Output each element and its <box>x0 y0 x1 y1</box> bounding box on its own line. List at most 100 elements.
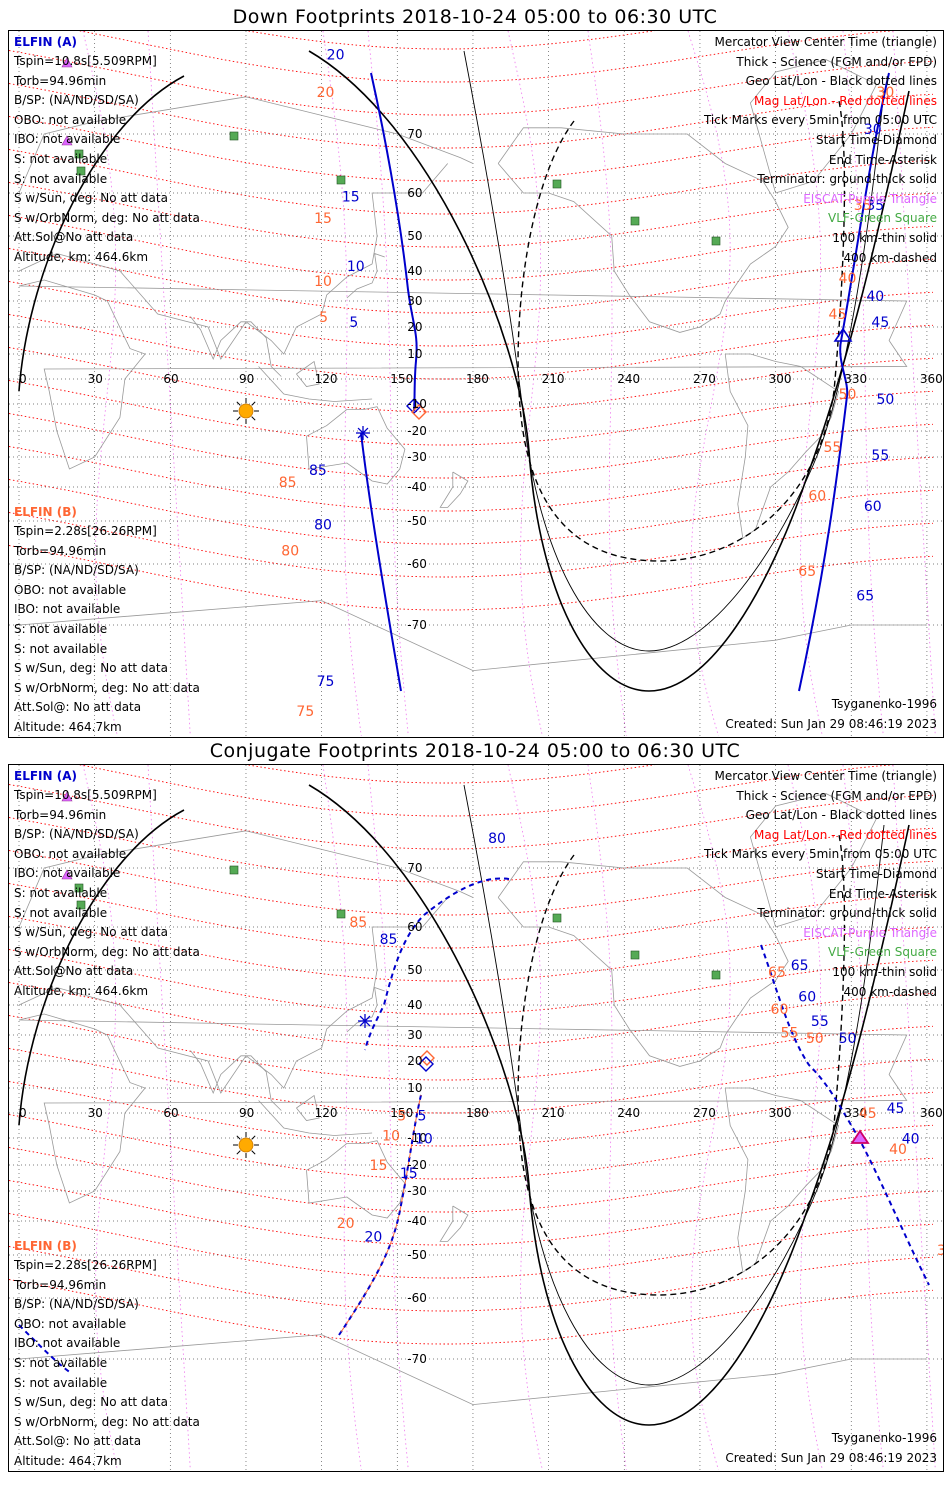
lon-tick-label: 60 <box>163 372 178 386</box>
track-tick-label: 40 <box>902 1131 920 1147</box>
elfin-b-info-line: Att.Sol@: No att data <box>14 700 142 715</box>
mag-lon-line <box>507 765 543 1471</box>
elfin-a-info-line: Att.Sol@No att data <box>14 230 134 245</box>
lat-tick-label: 50 <box>407 963 422 977</box>
mag-lat-line <box>9 1147 934 1213</box>
lat-tick-label: -50 <box>407 1248 427 1262</box>
track-tick-label: 35 <box>937 1243 943 1259</box>
lat-tick-label: -30 <box>407 450 427 464</box>
legend-line: Tick Marks every 5min from 05:00 UTC <box>703 113 937 128</box>
lat-tick-label: 70 <box>407 127 422 141</box>
coastline <box>18 1334 927 1406</box>
lat-tick-label: -40 <box>407 480 427 494</box>
legend-line: Mag Lat/Lon - Red dotted lines <box>753 827 937 842</box>
sun-icon <box>233 1132 259 1158</box>
track-tick-label: 55 <box>824 440 842 456</box>
track-tick-label: 85 <box>380 932 398 948</box>
track-tick-label: 20 <box>337 1216 355 1232</box>
terminator-400km <box>517 834 846 1296</box>
view-center-triangle <box>833 327 853 342</box>
track-tick-label: 60 <box>864 499 882 515</box>
mag-lat-line <box>78 31 897 83</box>
terminator-ground <box>308 784 910 1426</box>
eiscat-purple-triangle <box>61 57 73 68</box>
eiscat-stations <box>61 57 73 146</box>
lon-tick-label: 90 <box>239 372 254 386</box>
coastline <box>18 897 449 1094</box>
track-tick-label: 85 <box>349 915 367 931</box>
legend-line: VLF-Green Square <box>828 211 937 226</box>
elfin-b-info-line: Altitude: 464.7km <box>14 720 122 734</box>
terminator-ground <box>18 809 185 1126</box>
coastline <box>306 1140 406 1219</box>
coastline <box>346 986 385 1033</box>
legend-line: Start Time-Diamond <box>815 867 937 881</box>
lon-tick-label: 240 <box>617 1106 640 1120</box>
legend-line: Mercator View Center Time (triangle) <box>714 35 937 49</box>
elfin-b-info-line: S w/Sun, deg: No att data <box>14 661 168 676</box>
legend-line: VLF-Green Square <box>828 945 937 960</box>
elfin-a-info-line: Altitude, km: 464.6km <box>14 984 149 998</box>
elfin-b-info-line: S w/OrbNorm, deg: No att data <box>14 1414 200 1429</box>
geo-grid <box>9 31 943 737</box>
lat-tick-label: 70 <box>407 861 422 875</box>
coastline <box>258 1100 373 1136</box>
mag-lon-line <box>82 31 118 737</box>
lon-tick-label: 330 <box>844 1106 867 1120</box>
track-tick-label: 40 <box>839 271 857 287</box>
elfin-a-info-line: S w/OrbNorm, deg: No att data <box>14 210 200 225</box>
mag-lat-line <box>9 314 934 380</box>
lon-tick-label: 30 <box>88 1106 103 1120</box>
track-tick-label: 45 <box>859 1106 877 1122</box>
mag-lat-line <box>9 512 934 578</box>
mag-lon-line <box>892 765 936 1471</box>
terminator-100km <box>463 50 885 652</box>
track-tick-label: 60 <box>798 990 816 1006</box>
elfin-a-info-line: S: not available <box>14 171 108 186</box>
mag-grid <box>9 765 934 1345</box>
elfin-a-info-line: B/SP: (NA/ND/SD/SA) <box>14 93 139 108</box>
mag-lat-line <box>9 50 934 116</box>
lat-tick-label: 50 <box>407 229 422 243</box>
mag-lat-line <box>9 1246 934 1312</box>
legend-line: Terminator: ground-thick solid <box>757 906 937 921</box>
track-tick-label: 65 <box>791 958 809 974</box>
lat-tick-label: -20 <box>407 1158 427 1172</box>
vlf-green-square <box>336 909 346 919</box>
lon-tick-label: 330 <box>844 372 867 386</box>
mag-lat-line <box>9 281 934 347</box>
lon-tick-label: 360 <box>920 1106 943 1120</box>
mag-lat-line <box>9 850 934 916</box>
lon-tick-label: 210 <box>542 1106 565 1120</box>
track-tick-label: 5 <box>417 1109 426 1125</box>
coastlines <box>18 793 927 1406</box>
mag-lat-line <box>9 545 934 611</box>
lon-tick-label: 120 <box>315 1106 338 1120</box>
coastline <box>258 366 373 402</box>
track-tick-label: 20 <box>317 85 335 101</box>
elfin-a-info-line: IBO: not available <box>14 132 121 147</box>
elfin-b-info-line: S w/OrbNorm, deg: No att data <box>14 680 200 695</box>
track-tick-label: 45 <box>871 315 889 331</box>
elfin-b-info-line: OBO: not available <box>14 1316 127 1331</box>
lon-tick-label: 0 <box>19 1106 27 1120</box>
elfin-a-info-line: S w/OrbNorm, deg: No att data <box>14 944 200 959</box>
lat-tick-label: 10 <box>407 347 422 361</box>
lat-tick-label: 40 <box>407 264 422 278</box>
panel-title: Down Footprints 2018-10-24 05:00 to 06:3… <box>232 6 718 28</box>
track-elfin-b <box>18 1324 72 1374</box>
vlf-green-square <box>552 179 562 189</box>
lat-tick-label: 20 <box>407 1054 422 1068</box>
lon-tick-label: 180 <box>466 372 489 386</box>
elfin-a-info-line: Torb=94.96min <box>14 807 107 822</box>
lat-tick-label: -50 <box>407 514 427 528</box>
elfin-a-label: ELFIN (A) <box>14 769 77 783</box>
coastline <box>724 353 840 539</box>
lon-tick-label: 0 <box>19 372 27 386</box>
legend-line: Start Time-Diamond <box>815 133 937 147</box>
mag-lon-line <box>687 31 731 737</box>
coastline <box>497 861 789 1067</box>
lon-tick-label: 270 <box>693 372 716 386</box>
elfin-a-info-line: B/SP: (NA/ND/SD/SA) <box>14 827 139 842</box>
created-timestamp: Created: Sun Jan 29 08:46:19 2023 <box>725 1451 937 1465</box>
